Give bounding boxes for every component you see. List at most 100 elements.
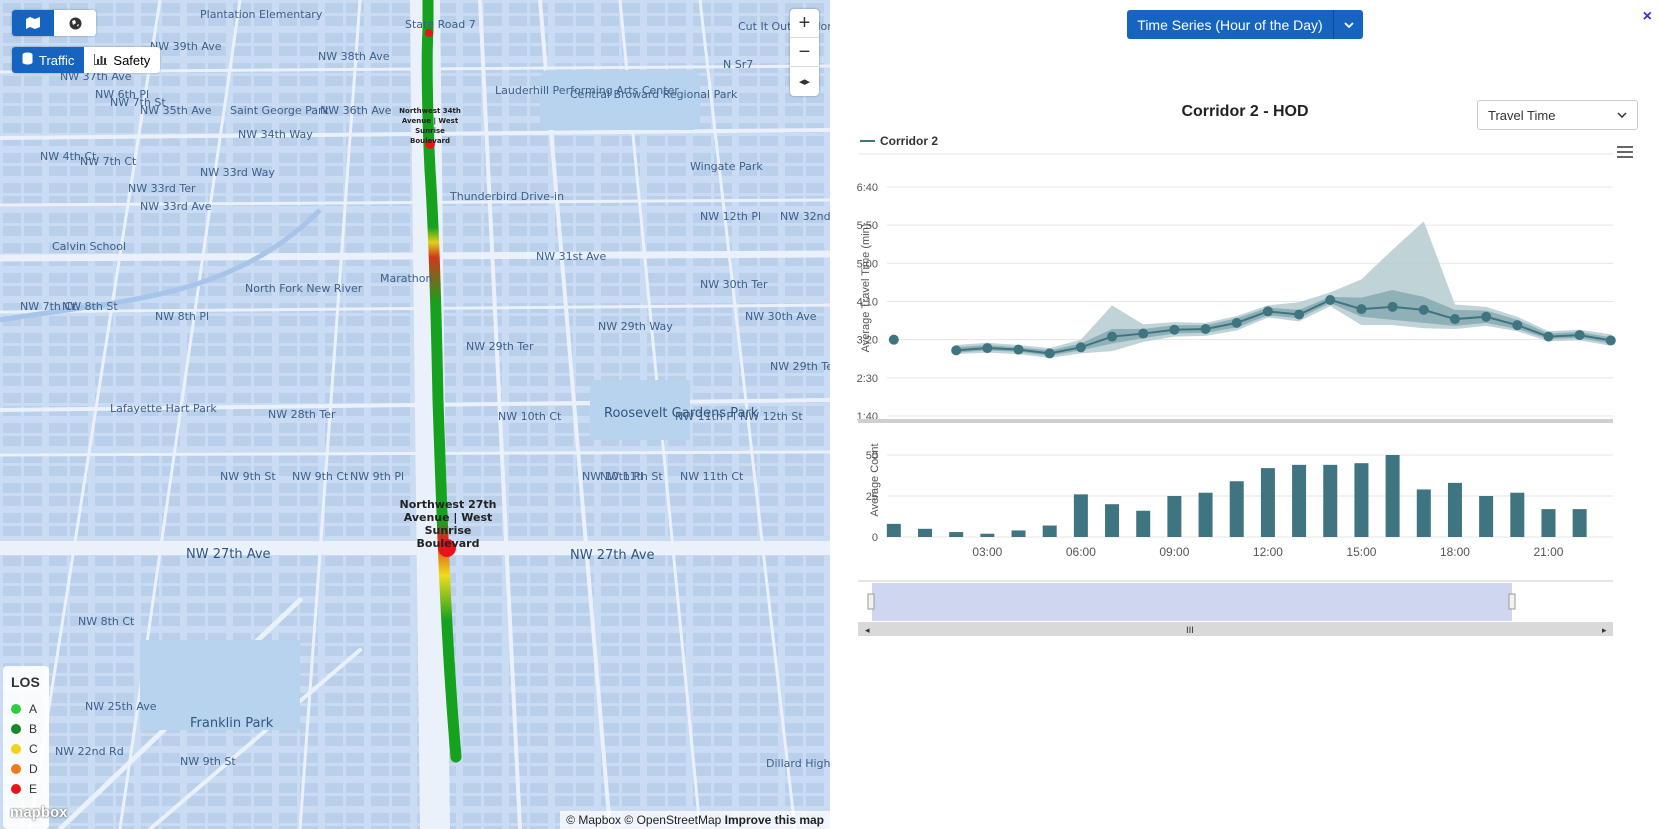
y-tick-label: 0	[872, 532, 878, 544]
map-label: Central Broward Regional Park	[570, 88, 738, 101]
count-bar	[1323, 464, 1338, 537]
data-point	[1200, 323, 1211, 334]
legend-swatch	[11, 724, 21, 734]
view-select-button[interactable]: Time Series (Hour of the Day)	[1127, 10, 1363, 39]
scroll-grip[interactable]: III	[1186, 626, 1194, 636]
y-tick-label: 25	[866, 491, 878, 503]
corridor-node-marker[interactable]	[425, 139, 435, 149]
mapbox-logo[interactable]: mapbox	[10, 804, 68, 821]
layer-safety-label: Safety	[113, 52, 151, 68]
data-point	[1574, 330, 1585, 341]
map-label: NW 29th Ter	[770, 360, 830, 373]
scroll-left-arrow[interactable]: ◂	[865, 626, 870, 636]
navigator-selection[interactable]	[872, 583, 1512, 621]
x-tick-label: 21:00	[1533, 545, 1563, 559]
count-bar	[1073, 494, 1088, 537]
legend-item: C	[11, 739, 41, 759]
map-label: NW 8th Pl	[155, 310, 210, 323]
x-tick-label: 06:00	[1066, 545, 1096, 559]
data-point	[1512, 320, 1523, 331]
zoom-out-button[interactable]: −	[790, 38, 819, 67]
legend-item: A	[11, 699, 41, 719]
layer-traffic-button[interactable]: Traffic	[12, 47, 85, 73]
zoom-control[interactable]: + − ◂▸	[790, 9, 819, 96]
map-label: North Fork New River	[245, 282, 363, 295]
map-label: Plantation Elementary	[200, 8, 323, 21]
x-tick-label: 03:00	[972, 545, 1002, 559]
chart-menu-icon[interactable]	[1617, 146, 1633, 161]
legend-swatch	[11, 704, 21, 714]
map-icon[interactable]	[12, 10, 54, 36]
y-tick-label: 6:40	[857, 182, 878, 194]
map-label: NW 33rd Ter	[128, 182, 196, 195]
metric-select[interactable]: Travel Time	[1477, 100, 1638, 130]
map-label: NW 10th Pl	[582, 470, 644, 483]
map-label: NW 6th Pl	[95, 88, 150, 101]
map-label: Wingate Park	[690, 160, 763, 173]
database-icon	[22, 52, 33, 68]
x-tick-label: 12:00	[1253, 545, 1283, 559]
map-label: NW 30th Ave	[745, 310, 817, 323]
legend-swatch	[11, 764, 21, 774]
close-icon[interactable]: ×	[1642, 8, 1652, 25]
map-label: Thunderbird Drive-in	[450, 190, 565, 203]
layer-safety-button[interactable]: Safety	[84, 47, 160, 73]
scroll-right-arrow[interactable]: ▸	[1602, 626, 1607, 636]
data-point	[1138, 328, 1149, 339]
map-label: Calvin School	[52, 240, 127, 253]
chevron-down-icon[interactable]	[1333, 10, 1363, 39]
range-band-outer	[956, 221, 1611, 358]
count-bar	[949, 532, 964, 537]
data-point	[1387, 301, 1398, 312]
y-tick-label: 5:00	[857, 258, 878, 270]
map-view[interactable]: Plantation Elementary State Road 7 Lauderh…	[0, 0, 830, 829]
count-bar	[1136, 510, 1151, 537]
map-attribution: © Mapbox © OpenStreetMap Improve this ma…	[560, 811, 830, 829]
improve-map-link[interactable]: Improve this map	[724, 813, 824, 827]
legend-label: E	[29, 782, 38, 796]
navigator-scrollbar[interactable]	[858, 622, 1613, 636]
count-bar	[1105, 504, 1120, 537]
legend-swatch	[11, 784, 21, 794]
map-label: NW 33rd Way	[200, 166, 275, 179]
data-point	[1605, 335, 1616, 346]
map-label: Dillard High	[766, 757, 830, 770]
navigator-handle-right[interactable]	[1508, 593, 1516, 610]
count-bar	[1385, 455, 1400, 537]
x-tick-label: 15:00	[1346, 545, 1376, 559]
view-select-label: Time Series (Hour of the Day)	[1137, 16, 1323, 33]
data-point	[1231, 317, 1242, 328]
data-point	[1543, 331, 1554, 342]
data-point	[1044, 348, 1055, 359]
data-point	[951, 345, 962, 356]
map-label: NW 35th Ave	[140, 104, 212, 117]
zoom-in-button[interactable]: +	[790, 9, 819, 38]
map-label: Saint George Park	[230, 104, 329, 117]
y-axis-label: Average Count	[869, 443, 881, 516]
count-bar	[1198, 492, 1213, 537]
count-bar	[1042, 525, 1057, 537]
count-bar	[1292, 464, 1307, 537]
map-style-toggle[interactable]	[12, 10, 96, 36]
data-point	[1325, 294, 1336, 305]
corridor-node-marker[interactable]	[425, 29, 433, 37]
chevron-down-icon	[1617, 112, 1627, 118]
map-label: NW 8th Ct	[78, 615, 135, 628]
mapbox-attribution-link[interactable]: © Mapbox	[566, 813, 622, 827]
compass-button[interactable]: ◂▸	[798, 76, 811, 88]
osm-attribution-link[interactable]: © OpenStreetMap	[624, 813, 722, 827]
navigator-handle-left[interactable]	[867, 593, 875, 610]
globe-icon[interactable]	[54, 10, 96, 36]
range-band-inner	[956, 290, 1611, 356]
data-point	[1418, 304, 1429, 315]
count-bar	[1447, 482, 1462, 537]
x-tick-label: 18:00	[1440, 545, 1470, 559]
data-point	[1262, 306, 1273, 317]
corridor-node-marker[interactable]	[438, 539, 456, 557]
map-label: NW 27th Ave	[570, 548, 655, 563]
map-canvas[interactable]	[0, 0, 830, 829]
data-point	[1107, 331, 1118, 342]
layer-toggle[interactable]: Traffic Safety	[12, 47, 161, 73]
